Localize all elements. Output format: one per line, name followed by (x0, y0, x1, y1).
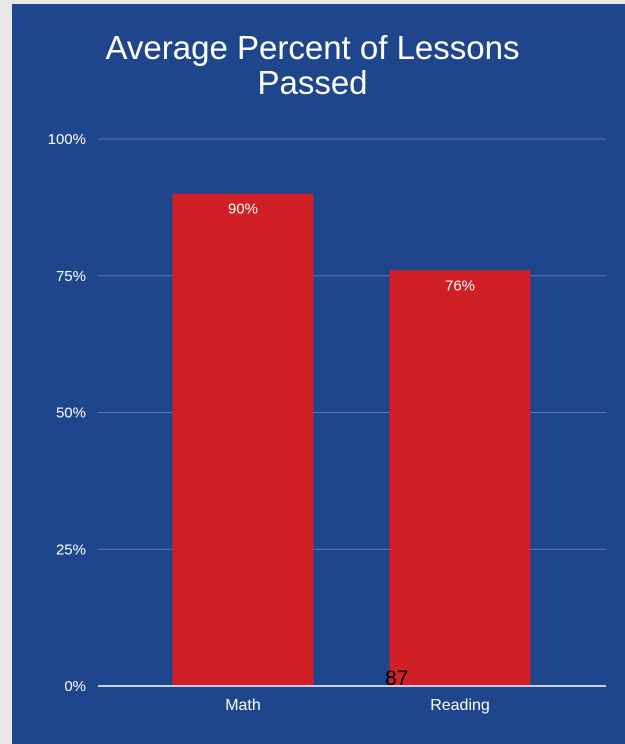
data-labels: 90% 76% (228, 201, 475, 295)
chart-title-line-1: Average Percent of Lessons (105, 29, 520, 66)
chart-title-line-2: Passed (257, 64, 368, 101)
y-tick-label: 100% (48, 131, 86, 148)
data-label: 90% (228, 201, 258, 218)
x-axis-categories: Math Reading (225, 697, 490, 714)
bar-reading (389, 270, 531, 686)
y-tick-label: 75% (56, 268, 86, 285)
bars (172, 193, 531, 686)
chart-title: Average Percent of Lessons Passed (0, 30, 625, 100)
y-tick-label: 25% (56, 541, 86, 558)
x-category-label: Math (225, 697, 261, 714)
y-tick-label: 0% (64, 678, 86, 695)
data-label: 76% (445, 277, 475, 294)
y-axis-ticks: 0% 25% 50% 75% 100% (48, 131, 86, 695)
bar-math (172, 193, 314, 686)
x-category-label: Reading (430, 697, 490, 714)
y-tick-label: 50% (56, 405, 86, 422)
annotation-text: 87 (385, 667, 408, 690)
